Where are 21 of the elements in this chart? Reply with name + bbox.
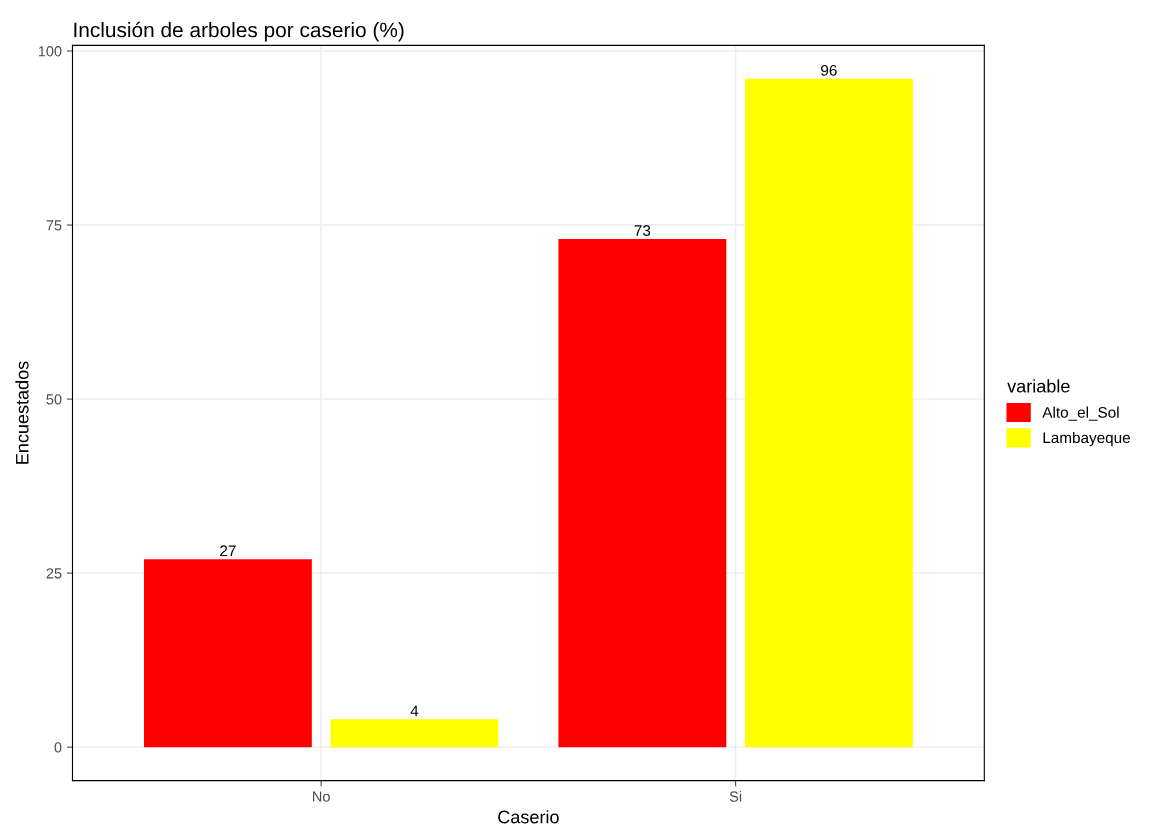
bar bbox=[330, 719, 499, 748]
data-label: 27 bbox=[220, 545, 236, 557]
x-tick-label: No bbox=[313, 791, 330, 802]
data-label: 96 bbox=[821, 65, 837, 76]
legend-label: Lambayeque bbox=[1043, 431, 1130, 447]
data-label: 73 bbox=[634, 225, 651, 236]
data-label: 4 bbox=[410, 705, 419, 717]
y-tick-label: 50 bbox=[46, 394, 62, 405]
x-axis-title: Caserio bbox=[498, 810, 559, 824]
bar bbox=[558, 238, 727, 748]
y-tick-label: 0 bbox=[54, 742, 62, 753]
legend-label: Alto_el_Sol bbox=[1042, 406, 1119, 421]
y-axis-title: Encuestados bbox=[15, 361, 29, 464]
x-tick-label: Si bbox=[729, 790, 742, 802]
y-tick-label: 25 bbox=[46, 568, 62, 579]
chart-title: Inclusión de arboles por caserio (%) bbox=[74, 21, 404, 42]
bar bbox=[143, 559, 312, 748]
bar bbox=[744, 78, 913, 748]
legend-title: variable bbox=[1007, 379, 1070, 393]
y-tick-label: 100 bbox=[38, 46, 62, 57]
y-tick-label: 75 bbox=[46, 220, 62, 231]
